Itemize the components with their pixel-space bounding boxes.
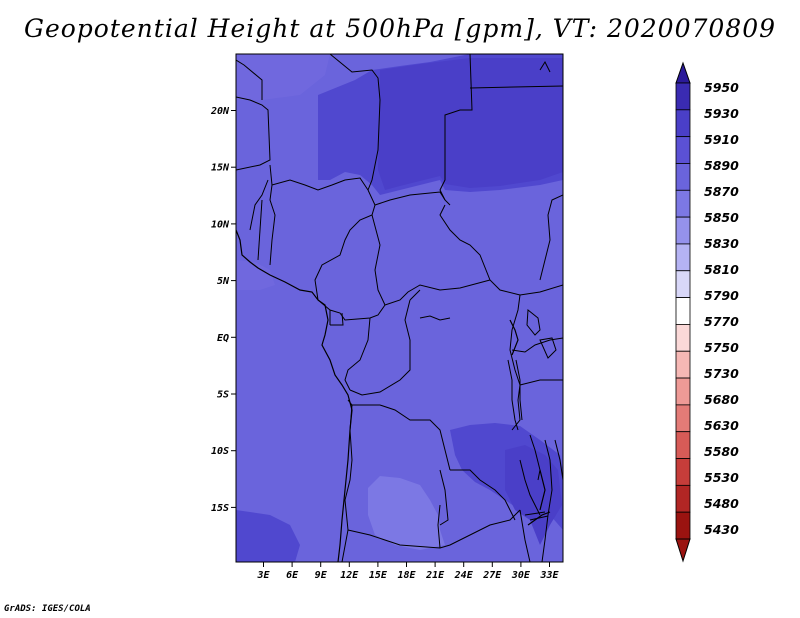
- coastline: [236, 229, 551, 562]
- field-5890-southwest: [236, 510, 300, 562]
- colorbar-swatch: [675, 297, 691, 325]
- colorbar-label: 5870: [704, 184, 739, 199]
- colorbar-swatch: [675, 324, 691, 352]
- colorbar-swatch: [675, 109, 691, 138]
- colorbar-swatch: [675, 82, 691, 111]
- colorbar: 5950 5930 5910 5890 5870 5850 5830 5810 5790 5770…: [675, 61, 739, 563]
- colorbar-swatch: [675, 216, 691, 245]
- field-5850-south: [368, 476, 445, 550]
- colorbar-swatch: [675, 431, 691, 459]
- colorbar-label: 5790: [704, 288, 739, 303]
- colorbar-label: 5680: [704, 392, 739, 407]
- map-title: Geopotential Height at 500hPa [gpm], VT:…: [23, 14, 777, 43]
- colorbar-swatch: [675, 511, 691, 540]
- colorbar-label: 5930: [704, 106, 739, 121]
- lat-label: 10N: [211, 219, 230, 230]
- lon-label: 3E: [256, 570, 270, 581]
- colorbar-swatch: [675, 189, 691, 218]
- colorbar-top-arrow: [675, 61, 691, 84]
- lon-label: 27E: [482, 570, 502, 581]
- colorbar-label: 5430: [704, 522, 739, 537]
- lat-label: 20N: [210, 106, 230, 117]
- lat-label: 5S: [217, 390, 229, 401]
- colorbar-label: 5830: [704, 236, 739, 251]
- colorbar-label: 5950: [704, 80, 739, 95]
- colorbar-swatch: [675, 404, 691, 433]
- lon-label: 21E: [425, 570, 445, 581]
- colorbar-label: 5850: [704, 210, 739, 225]
- colorbar-swatch: [675, 484, 691, 513]
- colorbar-swatch: [675, 136, 691, 164]
- colorbar-swatch: [675, 377, 691, 406]
- field-5910-north: [378, 58, 563, 190]
- colorbar-bottom-arrow: [675, 538, 691, 563]
- lon-ticks: 3E 6E 9E 12E 15E 18E 21E 24E 27E 30E 33E: [256, 562, 560, 581]
- colorbar-swatch: [675, 458, 691, 486]
- colorbar-swatch: [675, 163, 691, 191]
- lat-label: 15N: [211, 163, 230, 174]
- lon-label: 6E: [286, 570, 299, 581]
- grads-credit: GrADS: IGES/COLA: [4, 604, 91, 614]
- colorbar-swatch: [675, 270, 691, 298]
- colorbar-label: 5890: [704, 158, 739, 173]
- lat-ticks: 20N 15N 10N 5N EQ 5S 10S 15S: [210, 106, 236, 514]
- lon-label: 15E: [369, 570, 388, 581]
- lat-label: 10S: [211, 446, 229, 457]
- colorbar-label: 5480: [704, 496, 739, 511]
- colorbar-label: 5750: [704, 340, 739, 355]
- lon-label: 33E: [539, 570, 559, 581]
- colorbar-label: 5910: [704, 132, 739, 147]
- colorbar-swatch: [675, 243, 691, 272]
- lon-label: 30E: [511, 570, 531, 581]
- lat-label: 15S: [211, 503, 229, 514]
- colorbar-label: 5770: [704, 314, 739, 329]
- lat-label: 5N: [217, 276, 230, 287]
- lon-label: 18E: [397, 570, 416, 581]
- colorbar-label: 5810: [704, 262, 739, 277]
- colorbar-label: 5730: [704, 366, 739, 381]
- lakes: [419, 309, 557, 521]
- colorbar-label: 5530: [704, 470, 739, 485]
- lon-label: 9E: [315, 570, 328, 581]
- lon-label: 12E: [340, 570, 359, 581]
- field-5850-north: [236, 54, 330, 100]
- map-frame: [235, 53, 564, 563]
- colorbar-label: 5630: [704, 418, 739, 433]
- field-5850-west: [236, 260, 275, 290]
- nile-delta-marker: [539, 60, 551, 73]
- lon-label: 24E: [454, 570, 474, 581]
- colorbar-label: 5580: [704, 444, 739, 459]
- lat-label: EQ: [217, 333, 229, 344]
- colorbar-swatch: [675, 350, 691, 379]
- map-panel: [236, 54, 563, 562]
